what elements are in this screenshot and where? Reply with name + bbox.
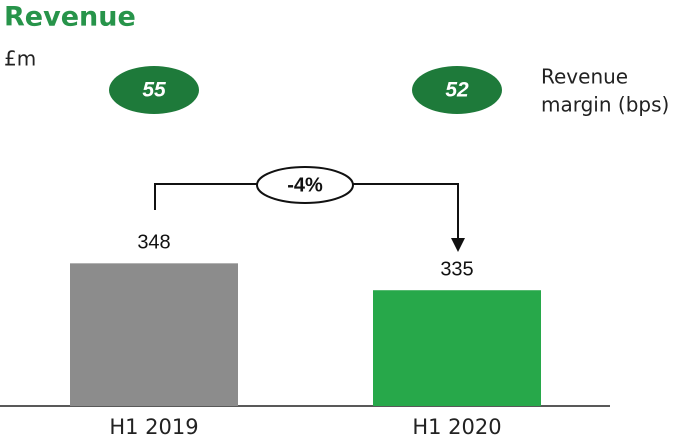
change-label: -4%: [287, 174, 323, 196]
bar: [373, 290, 541, 406]
margin-label: margin (bps): [541, 93, 669, 117]
chart-title: Revenue: [4, 2, 136, 33]
value-label: 348: [137, 232, 170, 254]
chart-subtitle: £m: [4, 47, 36, 71]
x-tick-label: H1 2019: [109, 415, 198, 439]
margin-value: 52: [445, 79, 469, 102]
x-tick-label: H1 2020: [412, 415, 501, 439]
margin-oval: [412, 66, 502, 114]
value-label: 335: [440, 258, 473, 280]
margin-value: 55: [142, 79, 166, 102]
bar: [70, 263, 238, 406]
change-oval: [256, 166, 354, 204]
arrow-head: [451, 238, 465, 252]
margin-label: Revenue: [541, 65, 628, 89]
margin-oval: [109, 66, 199, 114]
